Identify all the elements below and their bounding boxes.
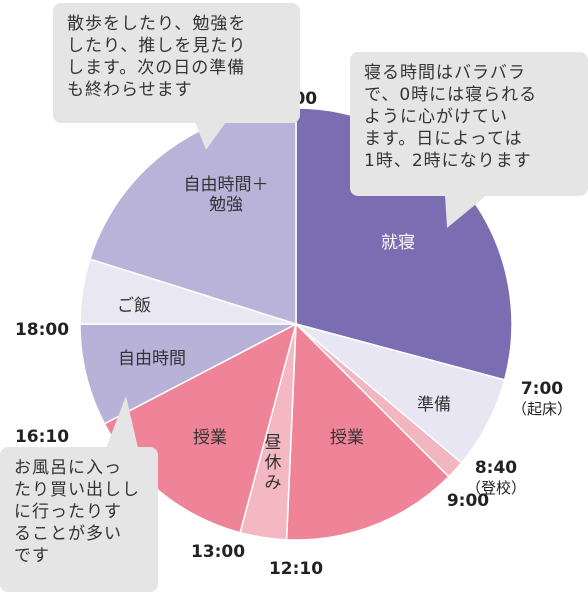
slice-label-9: 自由時間＋勉強 xyxy=(184,175,269,215)
slice-label-line: 自由時間＋ xyxy=(184,175,269,195)
callout-line: ます。日によっては xyxy=(364,129,523,149)
slice-label-line: 休 xyxy=(265,453,282,473)
callout-free-time: お風呂に入っ たり買い出しし に行ったりす ることが多い です xyxy=(0,447,158,592)
slice-label-8: ご飯 xyxy=(117,296,151,316)
time-label-7: 16:10 xyxy=(15,427,69,447)
slice-label-4: 授業 xyxy=(330,428,364,448)
slice-label-line: 昼 xyxy=(265,433,282,453)
pie-slice-4 xyxy=(285,322,450,541)
callout-tail-sleep xyxy=(445,195,487,228)
pie-slice-7 xyxy=(79,323,297,425)
callout-line: たり買い出しし xyxy=(14,480,140,500)
slice-label-line: 授業 xyxy=(330,428,364,448)
slice-label-5: 昼休み xyxy=(265,433,282,493)
callout-line: します。次の日の準備 xyxy=(67,58,246,78)
callout-tail-free-study xyxy=(195,122,226,150)
callout-line: 1時、2時になります xyxy=(364,151,532,171)
callout-sleep: 寝る時間はバラバラ で、0時には寝られる ように心がけてい ます。日によっては … xyxy=(350,52,588,196)
callout-line: したり、推しを見たり xyxy=(67,36,247,56)
time-sublabel-2: （起床） xyxy=(512,400,572,418)
callout-tail-free-time xyxy=(106,396,138,448)
time-sublabel-3: （登校） xyxy=(466,479,526,497)
slice-label-line: 授業 xyxy=(193,428,227,448)
slice-label-line: 準備 xyxy=(417,395,451,415)
slice-label-1: 就寝 xyxy=(381,232,415,253)
callout-line: ることが多い xyxy=(14,524,122,544)
slice-label-line: 就寝 xyxy=(381,232,415,253)
callout-line: も終わらせます xyxy=(67,80,193,100)
callout-line: お風呂に入っ xyxy=(14,458,122,478)
time-label-5: 12:10 xyxy=(269,559,323,579)
time-label-2: 7:00 xyxy=(521,379,563,399)
callout-line: 寝る時間はバラバラ xyxy=(364,63,526,83)
slice-label-6: 授業 xyxy=(193,428,227,448)
slice-label-line: 自由時間 xyxy=(118,349,186,369)
slice-label-line: み xyxy=(265,473,282,493)
callout-line: です xyxy=(14,546,50,566)
time-label-6: 13:00 xyxy=(191,542,245,562)
time-label-4: 9:00 xyxy=(447,491,489,511)
slice-label-line: 勉強 xyxy=(209,195,243,215)
time-label-3: 8:40 xyxy=(475,458,517,478)
time-label-8: 18:00 xyxy=(15,320,69,340)
slice-label-2: 準備 xyxy=(417,395,451,415)
callout-line: に行ったりす xyxy=(14,502,122,522)
callout-line: 散歩をしたり、勉強を xyxy=(67,14,247,34)
slice-label-line: ご飯 xyxy=(117,296,151,316)
callout-line: で、0時には寝られる xyxy=(364,85,538,105)
callout-free-study: 散歩をしたり、勉強を したり、推しを見たり します。次の日の準備 も終わらせます xyxy=(53,3,300,123)
slice-label-7: 自由時間 xyxy=(118,349,186,369)
callout-line: ように心がけてい xyxy=(364,107,508,127)
